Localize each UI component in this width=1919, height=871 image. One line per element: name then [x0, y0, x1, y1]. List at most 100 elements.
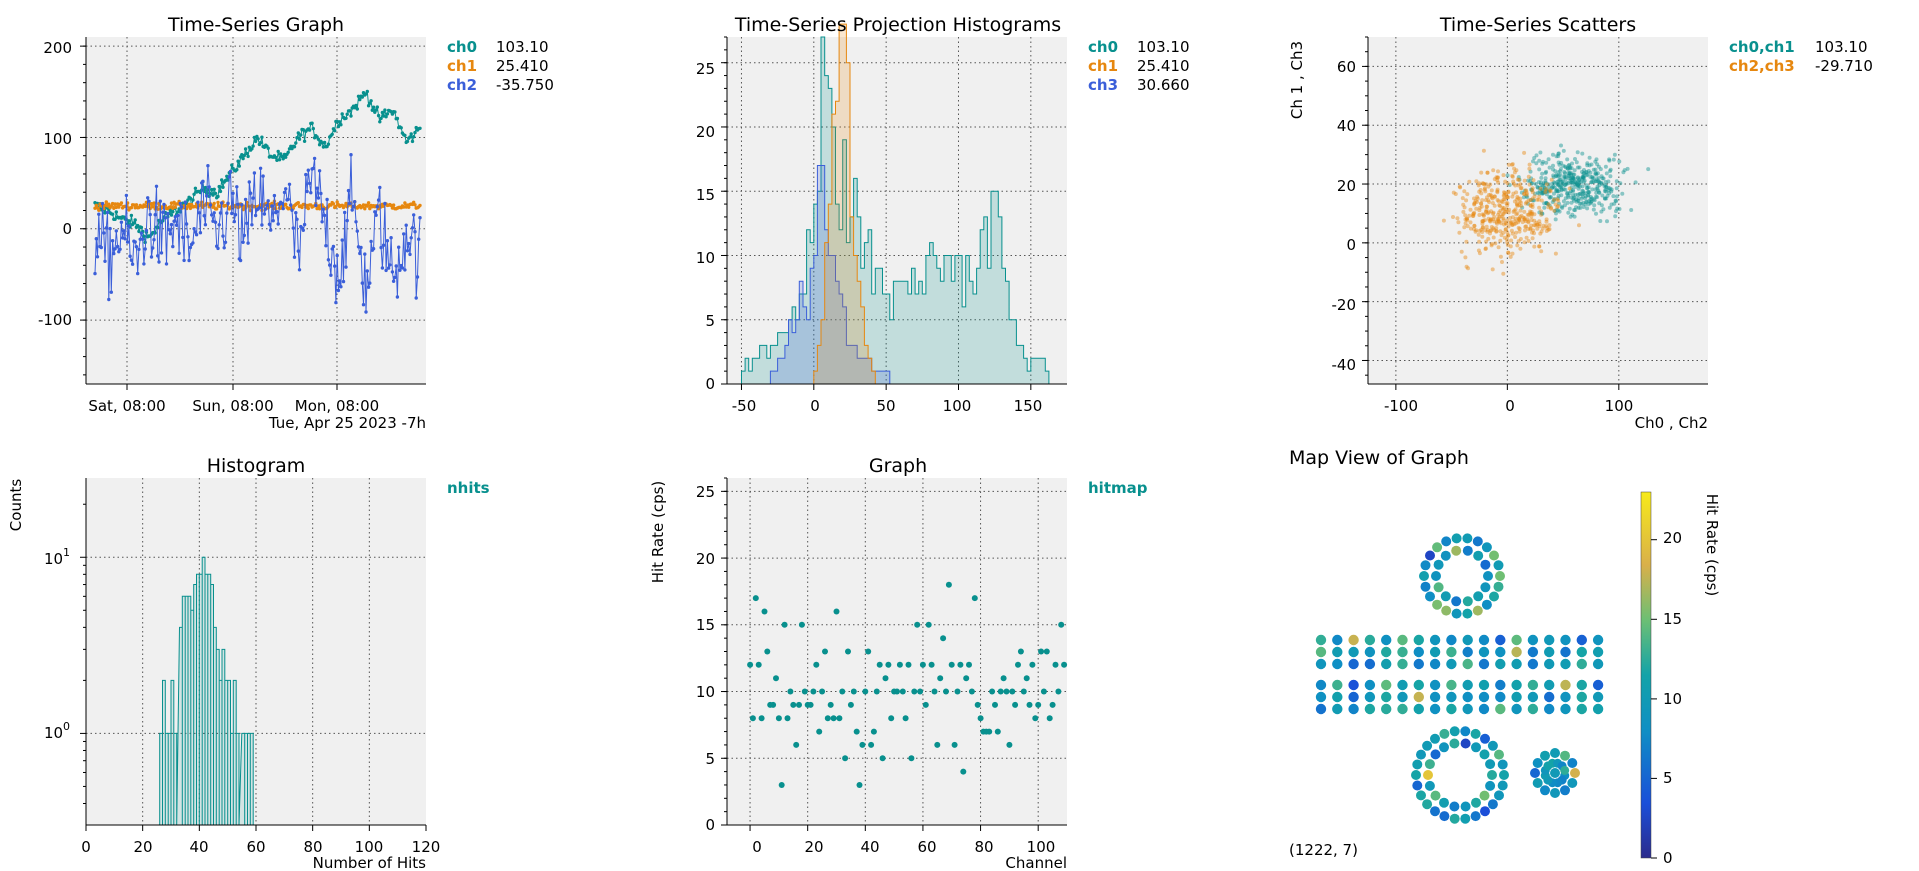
scatter-point-ch2,ch3: [1537, 219, 1542, 224]
map-ring-dot: [1412, 759, 1423, 770]
ts-hist-legend[interactable]: ch0 103.10 ch1 25.410 ch3 30.660: [1088, 38, 1190, 94]
data-point-ch2: [326, 258, 331, 262]
legend-ch3-value: 30.660: [1137, 76, 1190, 94]
map-ring-dot: [1471, 797, 1481, 808]
scatter-point-ch0,ch1: [1546, 182, 1551, 187]
data-point-ch2: [376, 198, 381, 202]
scatter-point-ch0,ch1: [1544, 201, 1549, 206]
scatter-point-ch0,ch1: [1591, 167, 1596, 172]
scatter-point-ch2,ch3: [1458, 185, 1463, 190]
scatter-point-ch2,ch3: [1526, 220, 1531, 225]
data-point-hitmap: [770, 701, 777, 708]
data-point-ch0: [246, 154, 250, 159]
data-point-ch2: [184, 222, 189, 226]
data-point-hitmap: [807, 701, 814, 708]
scatter-point-ch0,ch1: [1562, 170, 1567, 174]
scatter-point-ch0,ch1: [1555, 174, 1560, 179]
scatter-point-ch2,ch3: [1531, 228, 1536, 233]
map-ring-dot: [1441, 536, 1452, 547]
data-point-hitmap: [888, 715, 895, 722]
scatter-point-ch0,ch1: [1559, 193, 1564, 198]
data-point-ch0: [139, 225, 144, 230]
map-strip-dot: [1413, 634, 1425, 646]
data-point-ch0: [348, 109, 352, 113]
data-point-hitmap: [1006, 741, 1013, 748]
map-ring-dot: [1494, 790, 1504, 801]
legend-nhits[interactable]: nhits: [447, 479, 490, 497]
scatter-point-ch0,ch1: [1596, 179, 1601, 184]
map-ring-dot: [1411, 770, 1421, 780]
scatter-point-ch2,ch3: [1532, 212, 1537, 217]
data-point-hitmap: [940, 635, 947, 642]
scatter-point-ch2,ch3: [1523, 224, 1528, 229]
data-point-ch2: [304, 172, 308, 177]
mapview-dots[interactable]: [1315, 533, 1604, 824]
scatter-point-ch0,ch1: [1589, 180, 1594, 185]
scatter-point-ch0,ch1: [1602, 196, 1607, 201]
data-point-ch0: [326, 142, 331, 146]
scatter-point-ch0,ch1: [1583, 202, 1588, 207]
scatter-point-ch0,ch1: [1566, 195, 1571, 200]
legend-hitmap[interactable]: hitmap: [1088, 479, 1148, 497]
data-point-ch2: [154, 184, 159, 188]
data-point-ch0: [395, 116, 400, 121]
scatter-point-ch2,ch3: [1495, 190, 1500, 195]
map-ring-dot: [1449, 738, 1460, 749]
data-point-ch2: [407, 241, 411, 246]
data-point-ch2: [246, 241, 250, 245]
data-point-hitmap: [1046, 715, 1053, 722]
scatter-point-ch2,ch3: [1507, 207, 1512, 212]
scatter-point-ch0,ch1: [1595, 195, 1600, 200]
legend-ch2-name: ch2: [447, 76, 477, 94]
scatter-point-ch0,ch1: [1595, 186, 1600, 191]
graph-ylabel: Hit Rate (cps): [649, 481, 667, 584]
scatter-point-ch2,ch3: [1523, 219, 1528, 224]
data-point-ch0: [133, 218, 137, 222]
data-point-hitmap: [1049, 701, 1056, 708]
scatter-point-ch0,ch1: [1552, 191, 1556, 196]
scatter-point-ch2,ch3: [1465, 224, 1470, 229]
data-point-ch0: [245, 151, 249, 156]
legend-ch1-name: ch1: [1088, 57, 1118, 75]
graph-plot-area[interactable]: [727, 478, 1067, 825]
scatter-point-ch2,ch3: [1528, 203, 1533, 208]
scatter-point-ch2,ch3: [1529, 211, 1534, 216]
data-point-ch0: [211, 193, 215, 197]
scatter-point-ch2,ch3: [1544, 224, 1549, 229]
data-point-hitmap: [842, 755, 849, 762]
scatter-point-ch2,ch3: [1510, 162, 1515, 167]
ts-graph-legend[interactable]: ch0 103.10 ch1 25.410 ch2 -35.750: [447, 38, 554, 94]
ts-scatter-legend[interactable]: ch0,ch1 103.10 ch2,ch3 -29.710: [1729, 38, 1873, 75]
ts-scatter-plot-area[interactable]: [1368, 37, 1708, 384]
ts-hist-plot-area[interactable]: [727, 37, 1067, 384]
scatter-point-ch2,ch3: [1537, 244, 1542, 249]
scatter-point-ch0,ch1: [1591, 179, 1596, 184]
data-point-hitmap: [971, 595, 978, 602]
scatter-point-ch2,ch3: [1483, 246, 1488, 251]
data-point-ch2: [228, 169, 233, 174]
scatter-point-ch2,ch3: [1508, 254, 1513, 259]
data-point-ch2: [302, 222, 307, 227]
scatter-point-ch2,ch3: [1506, 210, 1511, 215]
data-point-ch2: [162, 202, 166, 207]
data-point-ch0: [345, 112, 349, 116]
scatter-point-ch2,ch3: [1518, 182, 1523, 187]
data-point-ch2: [260, 223, 264, 227]
scatter-point-ch0,ch1: [1597, 190, 1601, 195]
scatter-point-ch0,ch1: [1565, 190, 1570, 195]
data-point-ch2: [102, 231, 106, 235]
data-point-ch2: [251, 196, 255, 200]
scatter-point-ch0,ch1: [1581, 175, 1586, 180]
legend-ch3-name: ch3: [1088, 76, 1118, 94]
scatter-point-ch2,ch3: [1491, 168, 1496, 173]
data-point-ch0: [302, 139, 307, 143]
colorbar-label: Hit Rate (cps): [1703, 494, 1721, 597]
data-point-ch2: [107, 297, 111, 302]
scatter-point-ch0,ch1: [1582, 178, 1587, 183]
data-point-ch0: [210, 187, 214, 192]
map-strip-dot: [1511, 658, 1522, 670]
scatter-point-ch2,ch3: [1529, 223, 1534, 228]
histogram-plot-area[interactable]: [86, 478, 426, 825]
data-point-ch2: [187, 258, 191, 263]
